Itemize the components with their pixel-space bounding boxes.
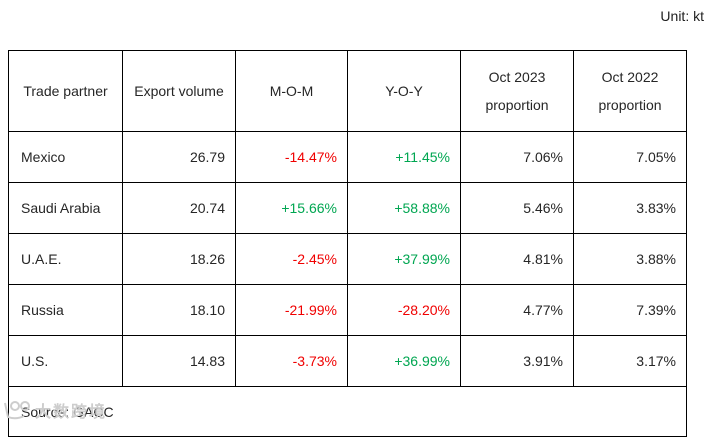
column-header-yoy: Y-O-Y (347, 50, 461, 132)
cell-oct2022-proportion: 7.39% (573, 284, 687, 336)
table-header-row: Trade partner Export volume M-O-M Y-O-Y … (8, 50, 687, 132)
column-header-trade-partner: Trade partner (8, 50, 123, 132)
cell-yoy: +37.99% (347, 233, 461, 285)
cell-mom: +15.66% (235, 182, 348, 234)
source-row: Source: GACC (8, 386, 687, 437)
cell-yoy: +36.99% (347, 335, 461, 387)
table-row: Russia 18.10 -21.99% -28.20% 4.77% 7.39% (8, 284, 687, 336)
cell-export-volume: 20.74 (122, 182, 236, 234)
cell-oct2023-proportion: 7.06% (460, 131, 574, 183)
cell-yoy: -28.20% (347, 284, 461, 336)
cell-trade-partner: U.A.E. (8, 233, 123, 285)
cell-export-volume: 14.83 (122, 335, 236, 387)
cell-export-volume: 18.26 (122, 233, 236, 285)
cell-trade-partner: Russia (8, 284, 123, 336)
cell-mom: -21.99% (235, 284, 348, 336)
cell-oct2022-proportion: 3.88% (573, 233, 687, 285)
table-row: Mexico 26.79 -14.47% +11.45% 7.06% 7.05% (8, 131, 687, 183)
cell-oct2023-proportion: 4.77% (460, 284, 574, 336)
table-row: Saudi Arabia 20.74 +15.66% +58.88% 5.46%… (8, 182, 687, 234)
cell-oct2022-proportion: 3.83% (573, 182, 687, 234)
unit-label: Unit: kt (660, 8, 704, 24)
cell-trade-partner: Mexico (8, 131, 123, 183)
column-header-mom: M-O-M (235, 50, 348, 132)
column-header-oct2023-proportion: Oct 2023 proportion (460, 50, 574, 132)
table-row: U.S. 14.83 -3.73% +36.99% 3.91% 3.17% (8, 335, 687, 387)
column-header-export-volume: Export volume (122, 50, 236, 132)
source-note: Source: GACC (8, 386, 687, 437)
column-header-oct2022-proportion: Oct 2022 proportion (573, 50, 687, 132)
cell-mom: -2.45% (235, 233, 348, 285)
cell-oct2022-proportion: 3.17% (573, 335, 687, 387)
cell-mom: -3.73% (235, 335, 348, 387)
cell-trade-partner: U.S. (8, 335, 123, 387)
cell-oct2023-proportion: 5.46% (460, 182, 574, 234)
cell-export-volume: 18.10 (122, 284, 236, 336)
cell-mom: -14.47% (235, 131, 348, 183)
cell-oct2023-proportion: 4.81% (460, 233, 574, 285)
table-row: U.A.E. 18.26 -2.45% +37.99% 4.81% 3.88% (8, 233, 687, 285)
cell-oct2022-proportion: 7.05% (573, 131, 687, 183)
cell-trade-partner: Saudi Arabia (8, 182, 123, 234)
cell-export-volume: 26.79 (122, 131, 236, 183)
cell-oct2023-proportion: 3.91% (460, 335, 574, 387)
trade-data-table: Trade partner Export volume M-O-M Y-O-Y … (8, 50, 687, 437)
cell-yoy: +11.45% (347, 131, 461, 183)
cell-yoy: +58.88% (347, 182, 461, 234)
